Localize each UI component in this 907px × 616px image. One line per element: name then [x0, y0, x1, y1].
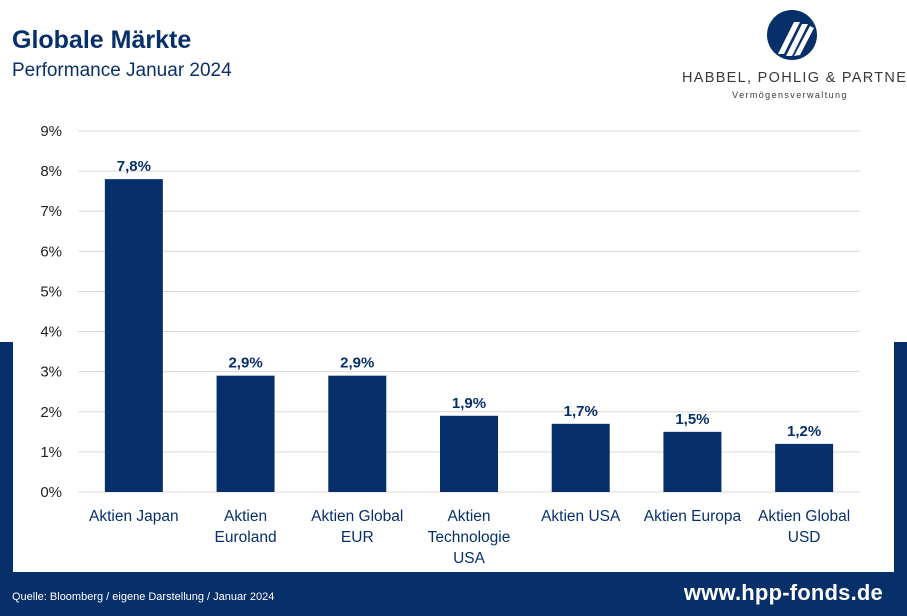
right-accent-bar [894, 342, 907, 582]
data-label: 2,9% [228, 355, 262, 372]
y-tick-label: 8% [40, 163, 62, 180]
bar [328, 375, 387, 492]
x-tick-label: Aktien Euroland [215, 508, 277, 546]
y-tick-label: 5% [40, 283, 62, 300]
bar [663, 431, 722, 492]
data-label: 1,9% [452, 395, 486, 412]
y-tick-label: 6% [40, 243, 62, 260]
y-tick-label: 1% [40, 444, 62, 461]
page-subtitle: Performance Januar 2024 [12, 60, 232, 81]
bar-chart: 0% 1% 2% 3% 4% 5% 6% 7% 8% 9% 7,8% 2,9% 2,9% 1,9% 1,7… [40, 123, 860, 567]
x-tick-label: Aktien Japan [89, 508, 179, 525]
bar [440, 415, 498, 492]
chart-data-labels: 7,8% 2,9% 2,9% 1,9% 1,7% 1,5% 1,2% [117, 158, 821, 440]
chart-y-axis: 0% 1% 2% 3% 4% 5% 6% 7% 8% 9% [40, 123, 62, 501]
y-tick-label: 7% [40, 203, 62, 220]
x-tick-label: Aktien Technologie USA [428, 508, 511, 567]
bar [104, 179, 163, 492]
y-tick-label: 9% [40, 123, 62, 140]
y-tick-label: 2% [40, 404, 62, 421]
logo-company-name: HABBEL, POHLIG & PARTNER [682, 70, 907, 86]
x-tick-label: Aktien USA [541, 508, 621, 525]
x-tick-label: Aktien Europa [644, 508, 742, 525]
x-tick-label: Aktien Global EUR [311, 508, 403, 546]
page-title: Globale Märkte [12, 26, 192, 54]
left-accent-bar [0, 342, 13, 582]
source-note: Quelle: Bloomberg / eigene Darstellung /… [12, 591, 275, 603]
y-tick-label: 0% [40, 484, 62, 501]
y-tick-label: 4% [40, 324, 62, 341]
chart-x-axis: Aktien Japan Aktien Euroland Aktien Global E… [89, 508, 850, 567]
data-label: 1,5% [675, 411, 709, 428]
data-label: 7,8% [117, 158, 151, 175]
logo-tagline: Vermögensverwaltung [732, 90, 848, 100]
data-label: 1,2% [787, 423, 821, 440]
chart-bars [104, 179, 834, 492]
bar [216, 375, 275, 492]
x-tick-label: Aktien Global USD [758, 508, 850, 546]
company-logo: HABBEL, POHLIG & PARTNER Vermögensverwal… [682, 8, 907, 108]
logo-emblem-icon [767, 10, 817, 60]
chart-gridlines [78, 130, 860, 493]
website-link[interactable]: www.hpp-fonds.de [683, 580, 883, 605]
data-label: 2,9% [340, 355, 374, 372]
footer-bar: Quelle: Bloomberg / eigene Darstellung /… [0, 572, 907, 616]
data-label: 1,7% [564, 403, 598, 420]
bar [775, 443, 834, 492]
bar [551, 423, 610, 492]
y-tick-label: 3% [40, 364, 62, 381]
